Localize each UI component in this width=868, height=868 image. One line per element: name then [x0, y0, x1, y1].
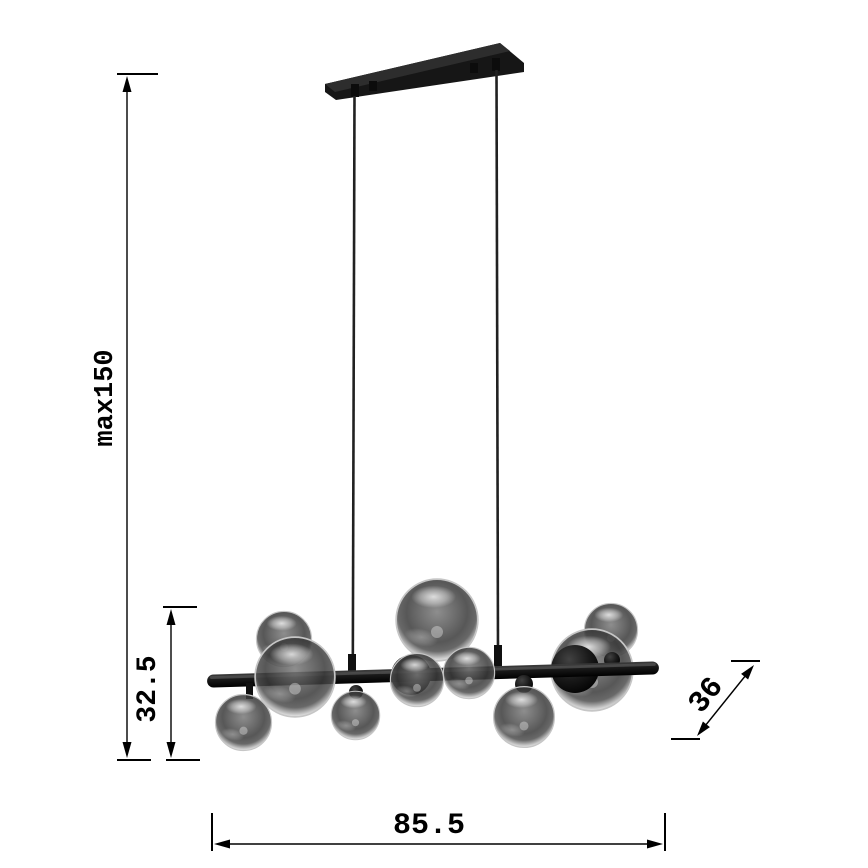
dimension-label-width: 85.5 — [392, 809, 465, 843]
glass-globe — [492, 685, 556, 749]
dimension-line-fixture-height — [163, 606, 200, 761]
glass-globe — [330, 690, 381, 741]
dimension-line-max-height — [117, 73, 158, 761]
ceiling-canopy — [325, 43, 524, 100]
suspension-cable-right — [495, 69, 500, 655]
cable-connector — [494, 645, 502, 669]
cable-connector — [348, 654, 356, 678]
suspension-cable-left — [351, 95, 356, 667]
mount-nub — [470, 63, 478, 73]
globe-stem — [246, 683, 253, 699]
glass-globe — [254, 636, 336, 718]
glass-globe — [389, 652, 445, 708]
cable-grip — [351, 84, 359, 97]
cable-grip — [492, 58, 500, 71]
glass-globe — [214, 693, 273, 752]
mount-nub — [369, 81, 377, 91]
dimension-lines — [117, 73, 760, 851]
glass-globe — [442, 646, 496, 700]
suspension-cables — [351, 69, 500, 667]
dimension-label-fixture-height: 32.5 — [133, 655, 164, 723]
dimension-label-max-height: max150 — [91, 349, 121, 447]
dimension-line-width — [211, 813, 666, 851]
dimension-line-depth — [671, 660, 760, 740]
